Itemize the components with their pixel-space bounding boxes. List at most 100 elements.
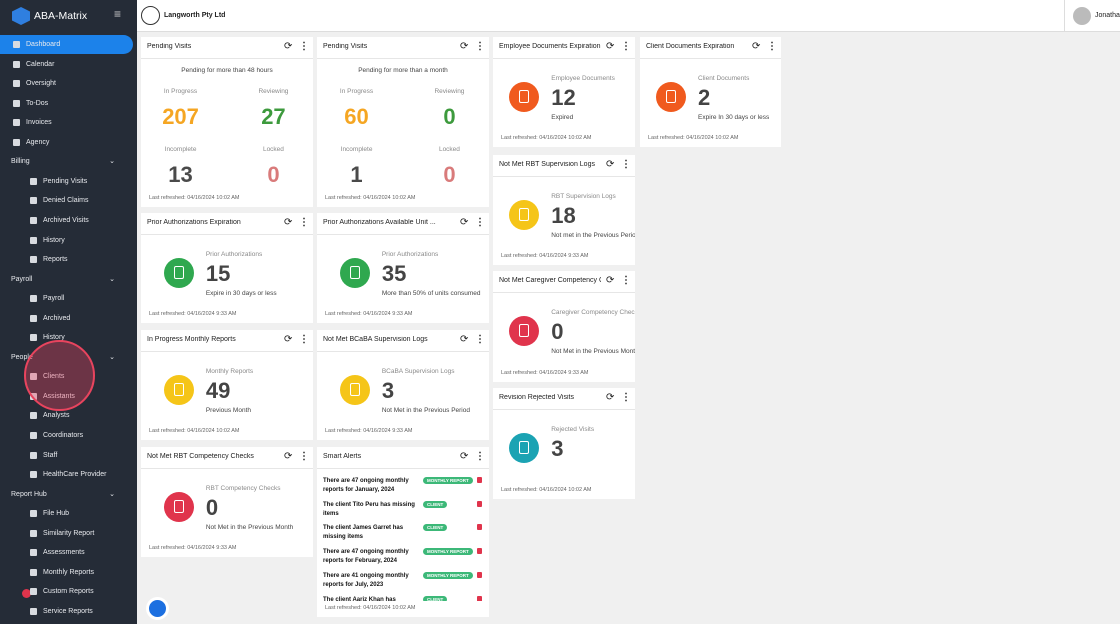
click-highlight [24,340,95,411]
more-button[interactable]: ⋮ [299,451,309,462]
nav-section[interactable]: People ⌄ [0,348,133,367]
nav-item[interactable]: Custom Reports [0,582,133,601]
filter-dropdown[interactable]: Pending for more than 48 hours [181,67,273,74]
more-button[interactable]: ⋮ [621,159,631,170]
nav-icon [13,80,20,88]
stat-filter[interactable]: Previous Month [205,407,251,414]
nav-item[interactable]: File Hub [0,504,133,523]
help-button[interactable] [146,597,169,620]
nav-item[interactable]: Coordinators [0,426,133,445]
nav-item[interactable]: Payroll [0,289,133,308]
nav-section[interactable]: Report Hub ⌄ [0,485,133,504]
nav-item[interactable]: History [0,328,133,347]
stat-filter[interactable]: Expired [551,114,574,121]
refresh-button[interactable]: ⟳ [460,334,469,345]
refresh-button[interactable]: ⟳ [284,217,293,228]
refresh-button[interactable]: ⟳ [606,41,615,52]
nav-section[interactable]: Billing ⌄ [0,152,133,171]
widget-title: Prior Authorizations Expiration [147,219,241,226]
chevron[interactable]: ⌄ [109,353,115,361]
delete-button[interactable] [477,500,482,507]
filter-dropdown[interactable]: Pending for more than a month [358,67,448,74]
nav-icon [30,432,37,439]
nav-item[interactable]: Assessments [0,543,133,562]
refresh-button[interactable]: ⟳ [284,41,293,52]
user-name[interactable]: Jonatha [1095,12,1120,19]
refreshed-text: Last refreshed: 04/16/2024 9:33 AM [149,545,237,551]
more-button[interactable]: ⋮ [475,41,485,52]
nav-item[interactable]: Archived Visits [0,211,133,230]
refresh-button[interactable]: ⟳ [460,451,469,462]
nav-item[interactable]: Archived [0,309,133,328]
stat-filter[interactable]: Expire In 30 days or less [698,114,770,121]
widget-icon [163,258,194,288]
stat-filter[interactable]: Not Met in the Previous Period [381,407,470,414]
more-button[interactable]: ⋮ [767,41,777,52]
refresh-button[interactable]: ⟳ [460,217,469,228]
alert-text[interactable]: The client Tito Peru has missing items [323,501,415,517]
refresh-button[interactable]: ⟳ [284,334,293,345]
more-button[interactable]: ⋮ [299,41,309,52]
more-button[interactable]: ⋮ [475,451,485,462]
nav-item[interactable]: Reports [0,250,133,269]
nav-item[interactable]: Pending Visits [0,172,133,191]
more-button[interactable]: ⋮ [299,217,309,228]
alert-text[interactable]: There are 41 ongoing monthly reports for… [323,572,409,588]
nav-item[interactable]: Monthly Reports [0,563,133,582]
stat-filter[interactable]: Not met in the Previous Period [551,232,635,239]
nav-item[interactable]: Denied Claims [0,191,133,210]
nav-item[interactable]: HealthCare Provider [0,465,133,484]
stat-label: Caregiver Competency Checks [551,309,635,316]
stat-filter[interactable]: Expire in 30 days or less [205,290,277,297]
nav-section[interactable]: Payroll ⌄ [0,270,133,289]
refresh-button[interactable]: ⟳ [606,392,615,403]
delete-button[interactable] [477,571,482,578]
chevron[interactable]: ⌄ [109,275,115,283]
nav-item[interactable]: Staff [0,446,133,465]
nav-item[interactable]: History [0,231,133,250]
nav-item[interactable]: Similarity Report [0,524,133,543]
nav-label: HealthCare Provider [43,471,107,479]
nav-item[interactable]: Calendar [0,55,133,74]
stat-value: 2 [698,85,711,110]
refresh-button[interactable]: ⟳ [460,41,469,52]
nav-item[interactable]: Dashboard [0,35,133,54]
nav-item[interactable]: Oversight [0,74,133,93]
delete-button[interactable] [477,595,482,602]
alert-text[interactable]: There are 47 ongoing monthly reports for… [323,549,409,565]
nav-item[interactable]: To-Dos [0,94,133,113]
nav-item[interactable]: Invoices [0,113,133,132]
stat-filter[interactable]: More than 50% of units consumed [381,290,481,297]
nav-item[interactable]: Analysts [0,406,133,425]
stat-value: 0 [205,495,219,520]
refresh-button[interactable]: ⟳ [752,41,761,52]
nav-item[interactable]: Service Reports [0,602,133,621]
nav-item[interactable]: Agency [0,133,133,152]
delete-button[interactable] [477,548,482,555]
widget-card: Prior Authorizations Available Unit ... ⟳… [317,213,489,323]
refresh-button[interactable]: ⟳ [606,159,615,170]
stat-filter[interactable]: Not Met in the Previous Month [205,524,294,531]
more-button[interactable]: ⋮ [299,334,309,345]
chevron[interactable]: ⌄ [109,490,115,498]
alert-text[interactable]: The client James Garret has missing item… [323,525,404,541]
more-button[interactable]: ⋮ [621,41,631,52]
chevron[interactable]: ⌄ [109,158,115,166]
more-button[interactable]: ⋮ [475,334,485,345]
refresh-button[interactable]: ⟳ [606,275,615,286]
nav-label: People [11,353,33,361]
alert-text[interactable]: There are 47 ongoing monthly reports for… [323,478,409,493]
more-button[interactable]: ⋮ [621,275,631,286]
stat-label: In Progress [339,88,374,95]
more-button[interactable]: ⋮ [475,217,485,228]
delete-button[interactable] [477,477,482,483]
refresh-button[interactable]: ⟳ [284,451,293,462]
widget-icon [509,82,540,112]
avatar[interactable] [1073,7,1091,25]
delete-button[interactable] [477,524,482,531]
more-button[interactable]: ⋮ [621,392,631,403]
nav-label: Reports [43,256,68,264]
menu-toggle[interactable]: ≡ [114,7,122,21]
stat-value: 49 [205,378,231,403]
stat-filter[interactable]: Not Met in the Previous Month [551,348,635,355]
